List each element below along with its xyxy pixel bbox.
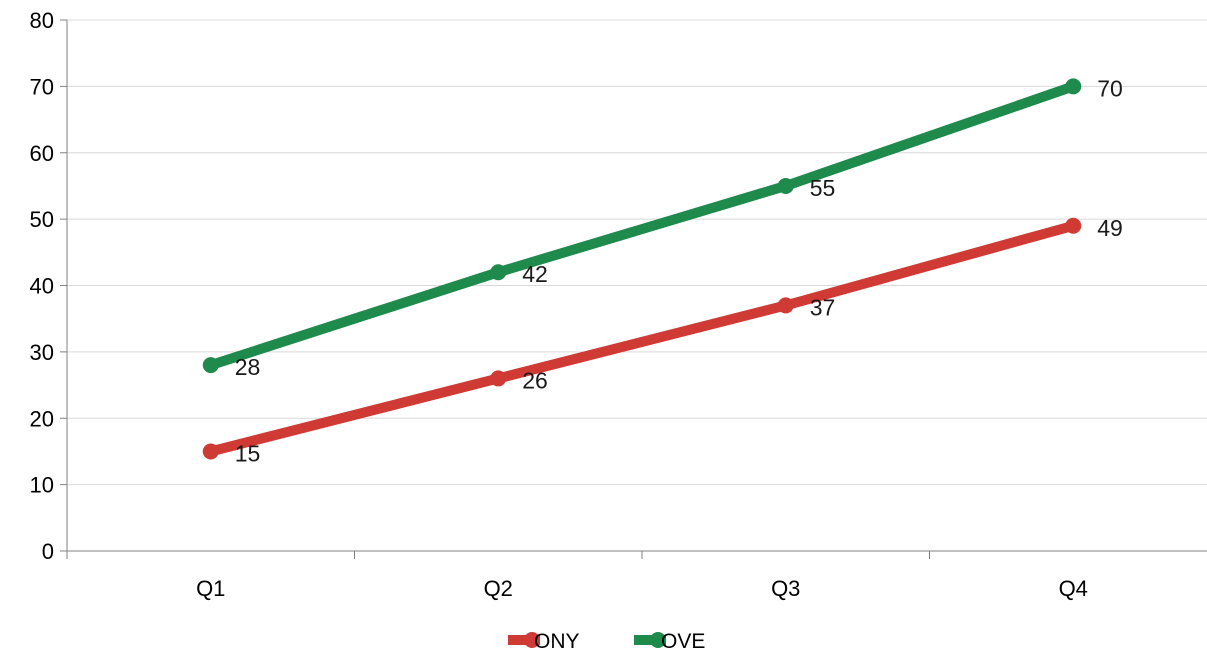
data-point-ony	[777, 297, 794, 314]
x-tick-label: Q4	[1059, 576, 1088, 601]
data-point-ony	[1065, 217, 1082, 234]
y-tick-label: 60	[30, 141, 54, 166]
data-label-ony: 49	[1097, 215, 1123, 241]
y-tick-label: 10	[30, 473, 54, 498]
x-tick-label: Q2	[484, 576, 513, 601]
gridlines	[67, 19, 1207, 486]
y-tick-label: 80	[30, 8, 54, 33]
data-label-ove: 55	[810, 175, 836, 201]
data-point-ove	[1065, 78, 1082, 95]
data-labels: 15 26 37 49 28 42 55 70	[235, 75, 1123, 466]
legend-label: OVE	[661, 630, 705, 653]
axes	[60, 19, 1207, 559]
legend-swatch-marker	[650, 632, 666, 648]
data-label-ove: 42	[522, 261, 548, 287]
legend: ONY OVE	[508, 630, 705, 653]
y-tick-label: 30	[30, 340, 54, 365]
data-label-ove: 28	[235, 354, 261, 380]
x-tick-label: Q1	[196, 576, 225, 601]
data-label-ove: 70	[1097, 75, 1123, 101]
x-tick-labels: Q1 Q2 Q3 Q4	[196, 576, 1088, 601]
data-point-ove	[490, 264, 507, 281]
legend-label: ONY	[534, 630, 580, 653]
series-line-ony	[205, 220, 1079, 457]
data-point-ove	[202, 357, 219, 374]
y-tick-label: 20	[30, 406, 54, 431]
y-tick-label: 50	[30, 207, 54, 232]
series-group	[202, 78, 1082, 460]
y-tick-label: 0	[42, 539, 54, 564]
y-tick-label: 70	[30, 74, 54, 99]
y-tick-labels: 0 10 20 30 40 50 60 70 80	[30, 8, 54, 564]
legend-swatch-marker	[524, 632, 540, 648]
x-tick-label: Q3	[771, 576, 800, 601]
data-point-ony	[490, 370, 507, 387]
series-line-ove	[205, 81, 1079, 371]
data-label-ony: 15	[235, 440, 261, 466]
data-label-ony: 26	[522, 367, 548, 393]
data-label-ony: 37	[810, 294, 836, 320]
y-tick-label: 40	[30, 274, 54, 299]
data-point-ove	[777, 177, 794, 194]
data-point-ony	[202, 443, 219, 460]
